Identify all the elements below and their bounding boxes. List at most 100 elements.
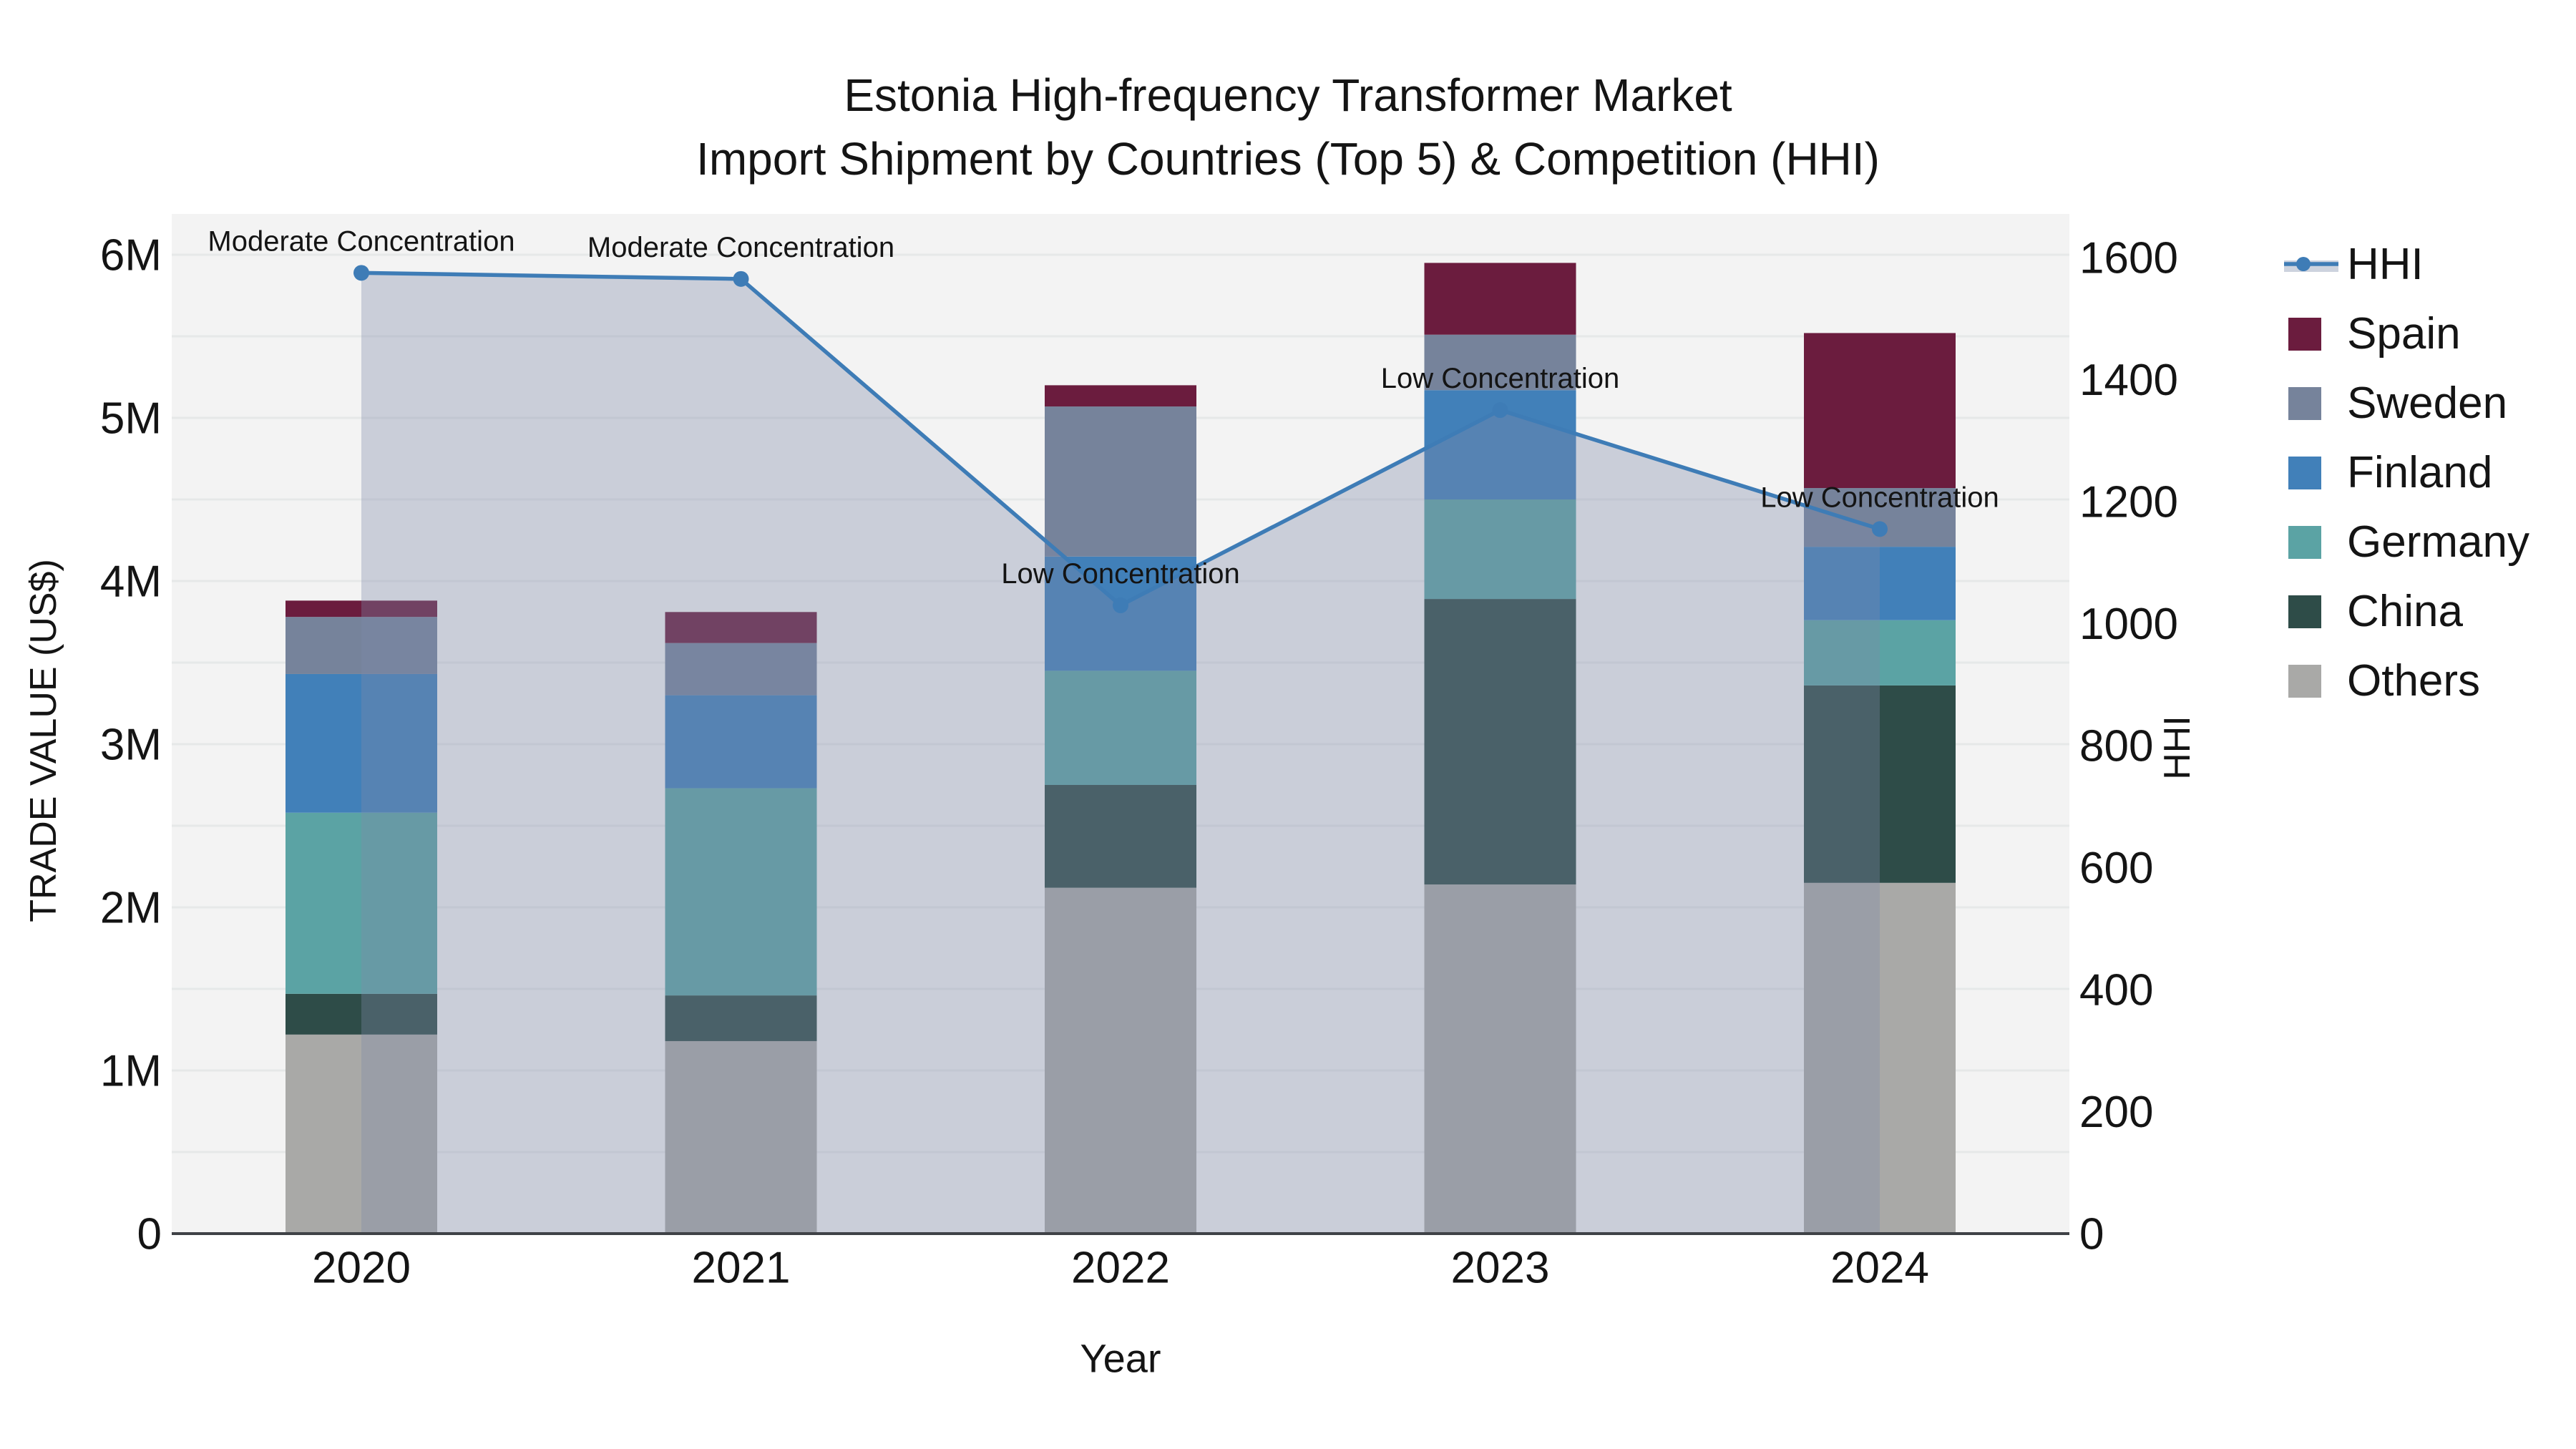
legend-item-germany: Germany	[2284, 507, 2570, 577]
color-swatch-icon	[2288, 456, 2321, 489]
bar-segment-2022-spain	[1045, 385, 1196, 407]
legend-swatch-china	[2284, 577, 2347, 646]
y-tick-1M: 1M	[100, 1047, 162, 1096]
bar-segment-2020-china	[286, 993, 437, 1035]
hhi-marker-2024	[1872, 521, 1888, 537]
hhi-line-icon	[2284, 256, 2338, 272]
y-tick-3M: 3M	[100, 721, 162, 770]
x-tick-2021: 2021	[692, 1244, 791, 1293]
bar-segment-2024-finland	[1804, 547, 1956, 620]
bar-2023	[1424, 263, 1576, 1234]
legend-swatch-sweden	[2284, 369, 2347, 438]
y-tick-6M: 6M	[100, 231, 162, 280]
bar-segment-2024-china	[1804, 685, 1956, 883]
bar-segment-2022-china	[1045, 785, 1196, 888]
bar-segment-2021-finland	[665, 695, 817, 789]
bar-segment-2020-spain	[286, 600, 437, 618]
chart-subtitle: Import Shipment by Countries (Top 5) & C…	[696, 133, 1880, 185]
color-swatch-icon	[2288, 664, 2321, 698]
y-axis-title-left: TRADE VALUE (US$)	[23, 559, 64, 922]
bar-segment-2021-germany	[665, 788, 817, 996]
bar-segment-2021-sweden	[665, 643, 817, 696]
hhi-marker-2023	[1492, 402, 1508, 419]
chart-title: Estonia High-frequency Transformer Marke…	[844, 69, 1732, 121]
bar-segment-2020-sweden	[286, 617, 437, 674]
bar-segment-2024-germany	[1804, 620, 1956, 686]
x-tick-2022: 2022	[1071, 1244, 1170, 1293]
annotation-2021: Moderate Concentration	[587, 232, 894, 263]
bar-segment-2023-others	[1424, 884, 1576, 1234]
legend-label: Finland	[2347, 448, 2493, 497]
bar-2020	[286, 600, 437, 1234]
stacked-bars	[286, 263, 1956, 1234]
color-swatch-icon	[2288, 595, 2321, 628]
bar-segment-2022-finland	[1045, 556, 1196, 671]
x-tick-2024: 2024	[1830, 1244, 1929, 1293]
y2-tick-1200: 1200	[2079, 478, 2178, 527]
legend: HHI Spain Sweden Finland Germany China Others	[2284, 230, 2570, 716]
bar-segment-2022-others	[1045, 887, 1196, 1234]
y-tick-5M: 5M	[100, 394, 162, 444]
y-tick-0: 0	[137, 1210, 162, 1259]
annotation-2024: Low Concentration	[1760, 482, 1999, 513]
legend-label: Germany	[2347, 517, 2529, 567]
bar-2024	[1804, 333, 1956, 1234]
hhi-marker-2020	[353, 265, 369, 281]
hhi-line-icon	[2284, 230, 2347, 299]
y-axis-title-right: HHI	[2157, 716, 2198, 780]
y2-tick-200: 200	[2079, 1088, 2153, 1137]
bar-segment-2022-sweden	[1045, 406, 1196, 557]
legend-item-hhi: HHI	[2284, 230, 2570, 299]
hhi-area	[361, 273, 1880, 1234]
annotation-2023: Low Concentration	[1381, 363, 1620, 394]
bar-segment-2023-germany	[1424, 499, 1576, 600]
x-tick-2023: 2023	[1451, 1244, 1550, 1293]
color-swatch-icon	[2288, 317, 2321, 351]
legend-item-sweden: Sweden	[2284, 369, 2570, 438]
bar-segment-2020-others	[286, 1034, 437, 1234]
bar-segment-2020-finland	[286, 673, 437, 813]
color-swatch-icon	[2288, 525, 2321, 559]
bar-segment-2021-spain	[665, 612, 817, 643]
bar-2022	[1045, 385, 1196, 1234]
legend-item-finland: Finland	[2284, 438, 2570, 507]
legend-item-others: Others	[2284, 646, 2570, 716]
bar-segment-2021-china	[665, 995, 817, 1041]
y2-tick-1400: 1400	[2079, 356, 2178, 405]
x-axis-title: Year	[1080, 1336, 1161, 1381]
bar-segment-2023-china	[1424, 599, 1576, 885]
y2-tick-1000: 1000	[2079, 600, 2178, 649]
y2-tick-800: 800	[2079, 722, 2153, 771]
y-tick-4M: 4M	[100, 557, 162, 607]
legend-swatch-spain	[2284, 299, 2347, 369]
bar-segment-2024-sweden	[1804, 488, 1956, 547]
bar-segment-2020-germany	[286, 812, 437, 994]
legend-swatch-germany	[2284, 507, 2347, 577]
y2-tick-1600: 1600	[2079, 234, 2178, 283]
y2-tick-400: 400	[2079, 966, 2153, 1015]
y2-tick-0: 0	[2079, 1210, 2104, 1259]
y2-tick-600: 600	[2079, 844, 2153, 893]
hhi-marker-2022	[1113, 597, 1128, 613]
x-tick-2020: 2020	[312, 1244, 411, 1293]
legend-swatch-finland	[2284, 438, 2347, 507]
color-swatch-icon	[2288, 386, 2321, 420]
annotation-2022: Low Concentration	[1001, 558, 1240, 590]
legend-label: HHI	[2347, 240, 2424, 289]
hhi-marker-2021	[733, 270, 749, 287]
legend-label: Spain	[2347, 309, 2461, 358]
bar-segment-2021-others	[665, 1040, 817, 1234]
legend-swatch-others	[2284, 646, 2347, 716]
bar-segment-2023-spain	[1424, 263, 1576, 335]
annotation-2020: Moderate Concentration	[208, 225, 514, 257]
legend-item-spain: Spain	[2284, 299, 2570, 369]
legend-label: China	[2347, 587, 2463, 636]
legend-label: Others	[2347, 656, 2481, 706]
bar-segment-2024-spain	[1804, 333, 1956, 489]
bar-2021	[665, 612, 817, 1234]
bar-segment-2024-others	[1804, 882, 1956, 1234]
bar-segment-2023-sweden	[1424, 334, 1576, 391]
y-tick-2M: 2M	[100, 884, 162, 933]
